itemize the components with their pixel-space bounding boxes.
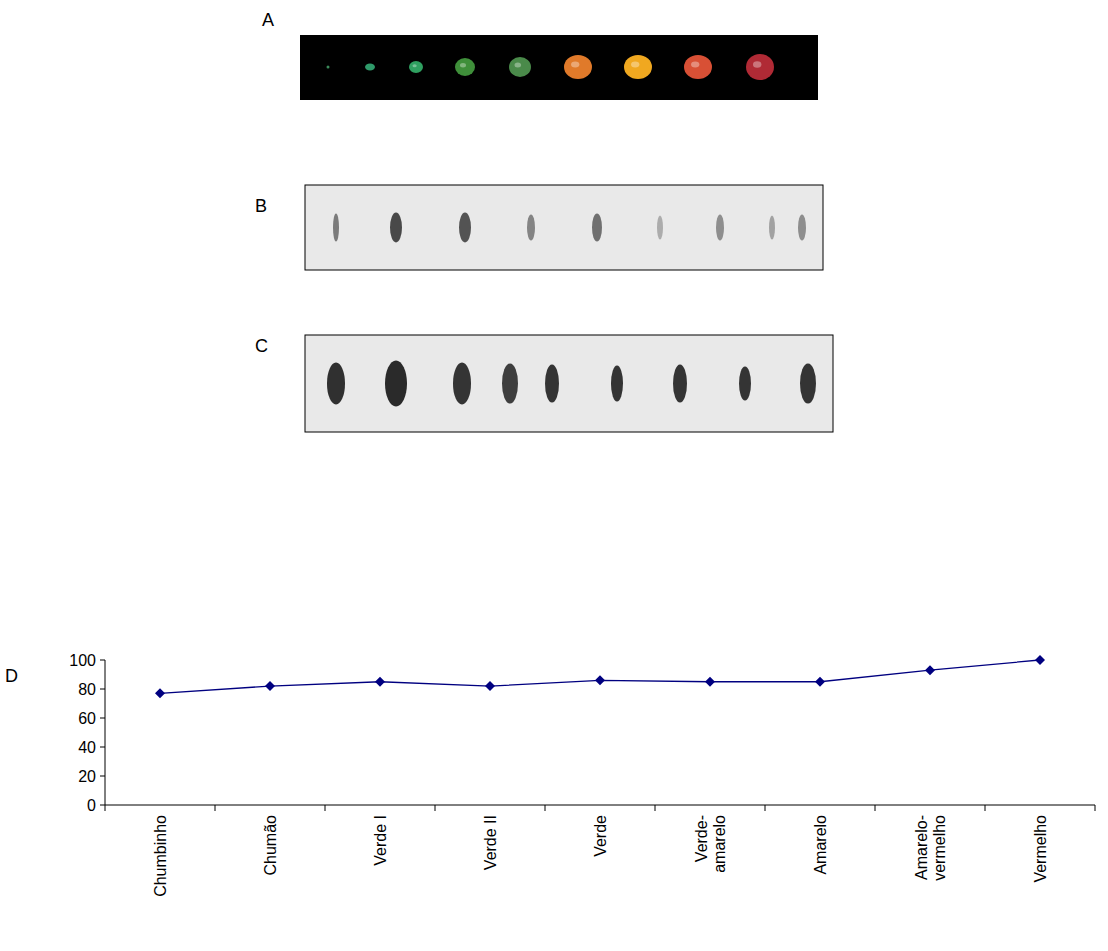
x-tick bbox=[1095, 805, 1096, 811]
data-point bbox=[705, 677, 715, 687]
x-tick bbox=[435, 805, 436, 811]
y-tick-label: 80 bbox=[78, 681, 96, 698]
y-tick bbox=[100, 776, 105, 777]
blot-band bbox=[390, 213, 402, 243]
blot-band bbox=[739, 367, 751, 401]
x-tick-label: Chumão bbox=[262, 815, 279, 876]
data-point bbox=[595, 675, 605, 685]
blot-band bbox=[716, 215, 724, 241]
x-tick-label: Amarelo bbox=[812, 815, 829, 875]
y-tick bbox=[100, 747, 105, 748]
panel-letter: B bbox=[255, 196, 267, 216]
panel-b-blot bbox=[305, 185, 823, 270]
x-tick bbox=[325, 805, 326, 811]
x-tick bbox=[875, 805, 876, 811]
y-tick bbox=[100, 805, 105, 806]
fruit bbox=[564, 55, 592, 79]
y-tick-label: 20 bbox=[78, 768, 96, 785]
blot-band bbox=[453, 363, 471, 405]
x-tick-label-group: Verde bbox=[592, 815, 609, 857]
x-tick-label: Verde I bbox=[372, 815, 389, 866]
panel-a-photo bbox=[300, 35, 818, 100]
blot-band bbox=[545, 365, 559, 403]
fruit-highlight bbox=[753, 61, 761, 68]
fruit-highlight bbox=[413, 64, 417, 67]
y-tick-label: 100 bbox=[69, 652, 96, 669]
panel-c-blot bbox=[305, 335, 833, 432]
x-tick bbox=[765, 805, 766, 811]
panel-letter: A bbox=[262, 10, 274, 30]
fruit-highlight bbox=[515, 63, 522, 68]
photo-background bbox=[300, 35, 818, 100]
blot-band bbox=[502, 364, 518, 404]
x-tick bbox=[985, 805, 986, 811]
blot-band bbox=[459, 213, 471, 243]
fruit bbox=[684, 55, 712, 79]
x-tick-label: Verde II bbox=[482, 815, 499, 870]
fruit-highlight bbox=[691, 62, 699, 68]
blot-membrane bbox=[305, 185, 823, 270]
x-tick bbox=[655, 805, 656, 811]
data-point bbox=[925, 665, 935, 675]
blot-band bbox=[611, 366, 623, 402]
x-tick-label-group: Amarelo-vermelho bbox=[913, 815, 948, 881]
blot-membrane bbox=[305, 335, 833, 432]
x-tick-label-group: Vermelho bbox=[1032, 815, 1049, 883]
data-line bbox=[160, 660, 1040, 693]
data-point bbox=[265, 681, 275, 691]
blot-band bbox=[385, 361, 407, 407]
panel-letter: C bbox=[255, 336, 268, 356]
x-tick-label: Verde-amarelo bbox=[693, 815, 728, 873]
blot-band bbox=[657, 216, 663, 240]
y-axis bbox=[105, 660, 106, 805]
fruit bbox=[409, 61, 423, 73]
data-point bbox=[485, 681, 495, 691]
x-tick bbox=[105, 805, 106, 811]
blot-band bbox=[333, 214, 339, 242]
fruit bbox=[455, 58, 475, 76]
data-point bbox=[1035, 655, 1045, 665]
blot-band bbox=[673, 365, 687, 403]
blot-band bbox=[527, 215, 535, 241]
y-tick bbox=[100, 689, 105, 690]
y-tick-label: 40 bbox=[78, 739, 96, 756]
x-tick bbox=[215, 805, 216, 811]
fruit bbox=[365, 64, 375, 71]
fruit-highlight bbox=[460, 63, 466, 68]
x-tick-label-group: Verde II bbox=[482, 815, 499, 870]
panel-letter: D bbox=[5, 666, 18, 686]
fruit-highlight bbox=[571, 62, 579, 68]
x-axis bbox=[105, 805, 1095, 806]
x-tick-label: Verde bbox=[592, 815, 609, 857]
fruit bbox=[509, 57, 531, 77]
y-tick-label: 0 bbox=[87, 797, 96, 814]
x-tick-label-group: Verde-amarelo bbox=[693, 815, 728, 873]
plot-data bbox=[155, 655, 1045, 698]
blot-band bbox=[800, 364, 816, 404]
y-tick bbox=[100, 718, 105, 719]
figure: A B C D 0 20 40 60 80 100 Chumbinho Chumão Verde I Ve… bbox=[0, 0, 1108, 951]
fruit bbox=[624, 55, 652, 79]
blot-band bbox=[798, 215, 806, 241]
blot-band bbox=[592, 214, 602, 242]
fruit bbox=[327, 66, 330, 69]
x-tick-label-group: Verde I bbox=[372, 815, 389, 866]
y-tick bbox=[100, 660, 105, 661]
fruit bbox=[746, 54, 774, 80]
data-point bbox=[815, 677, 825, 687]
x-tick-label: Chumbinho bbox=[152, 815, 169, 897]
data-point bbox=[155, 688, 165, 698]
x-tick-label-group: Chumão bbox=[262, 815, 279, 876]
panel-d-chart: 0 20 40 60 80 100 Chumbinho Chumão Verde I Verde … bbox=[69, 652, 1095, 897]
x-tick bbox=[545, 805, 546, 811]
x-tick-label-group: Amarelo bbox=[812, 815, 829, 875]
data-point bbox=[375, 677, 385, 687]
blot-band bbox=[769, 216, 775, 240]
y-tick-label: 60 bbox=[78, 710, 96, 727]
x-tick-label-group: Chumbinho bbox=[152, 815, 169, 897]
fruit-highlight bbox=[631, 62, 639, 68]
x-tick-label: Amarelo-vermelho bbox=[913, 815, 948, 881]
blot-band bbox=[327, 363, 345, 405]
x-tick-label: Vermelho bbox=[1032, 815, 1049, 883]
